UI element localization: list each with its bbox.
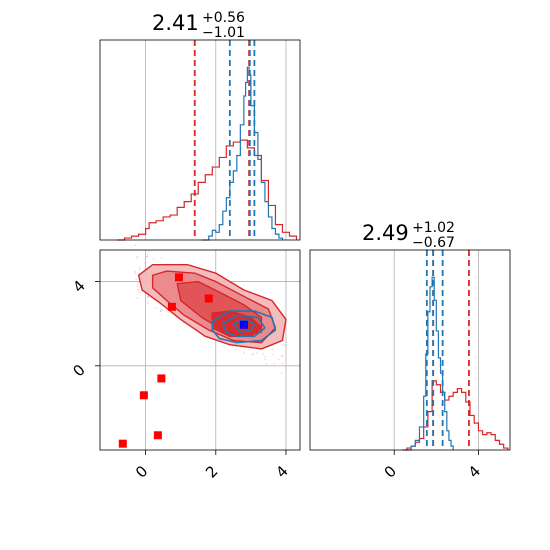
scatter-point [138, 267, 141, 269]
scatter-point [161, 308, 164, 311]
scatter-point [148, 250, 150, 253]
scatter-point [147, 300, 149, 303]
scatter-point [135, 256, 138, 259]
blue-square-marker [239, 320, 248, 329]
scatter-point [138, 291, 140, 293]
scatter-point [272, 353, 275, 356]
scatter-point [146, 296, 149, 298]
scatter-point [264, 358, 266, 361]
scatter-point [159, 310, 162, 313]
joint-panel-frame [99, 249, 301, 451]
scatter-point [146, 255, 149, 258]
param2-title-upper: +1.02 [412, 220, 455, 236]
scatter-point [147, 296, 150, 299]
scatter-point [280, 355, 283, 358]
hist-series-red [402, 380, 509, 451]
scatter-point [284, 343, 287, 346]
scatter-point [138, 269, 141, 271]
red-square-marker [174, 273, 183, 282]
x-tick-label: 0 [381, 462, 400, 481]
param2-hist-frame [309, 249, 511, 451]
param2-title-lower: −0.67 [412, 235, 455, 251]
y-tick-label: 0 [69, 361, 88, 380]
scatter-point [160, 310, 162, 313]
red-square-marker [118, 439, 127, 448]
scatter-point [146, 253, 149, 255]
blue-contour-level [211, 310, 277, 344]
red-square-marker [167, 302, 176, 311]
param1-title-lower: −1.01 [202, 25, 245, 41]
scatter-point [243, 352, 245, 354]
scatter-point [134, 272, 136, 275]
scatter-point [265, 363, 268, 365]
scatter-point [152, 257, 155, 260]
scatter-point [273, 362, 275, 365]
scatter-point [281, 355, 284, 357]
scatter-point [271, 348, 274, 351]
red-square-marker [204, 294, 213, 303]
param1-histogram-panel [99, 39, 301, 241]
x-tick-label: 2 [202, 462, 221, 481]
scatter-point [146, 255, 148, 258]
scatter-point [154, 307, 157, 310]
scatter-point [235, 348, 237, 351]
scatter-point [146, 302, 149, 305]
joint-contour-panel: 0 2 4 0 4 [69, 244, 301, 482]
scatter-point [143, 261, 146, 264]
hist-series-blue [201, 66, 284, 241]
scatter-point [280, 372, 283, 374]
scatter-point [136, 297, 139, 300]
scatter-point [262, 353, 265, 355]
scatter-point [282, 345, 285, 347]
scatter-point [137, 282, 139, 284]
scatter-point [135, 278, 137, 281]
scatter-point [281, 362, 284, 365]
y-tick-label: 4 [69, 277, 88, 296]
param1-title-upper: +0.56 [202, 10, 245, 26]
blue-contour-level [232, 318, 256, 333]
scatter-point [147, 295, 150, 297]
hist-series-blue [406, 276, 454, 451]
red-square-marker [157, 374, 166, 383]
scatter-point [134, 270, 136, 273]
param1-title: 2.41 [152, 11, 199, 35]
scatter-point [160, 308, 162, 311]
scatter-point [264, 356, 267, 358]
scatter-point [136, 285, 138, 287]
scatter-point [256, 352, 258, 354]
scatter-point [249, 348, 251, 351]
param1-hist-frame [99, 39, 301, 241]
scatter-point [277, 358, 280, 360]
x-tick-label: 0 [132, 462, 151, 481]
scatter-point [160, 257, 163, 259]
x-tick-label: 4 [272, 462, 291, 481]
red-square-marker [139, 391, 148, 400]
scatter-point [252, 353, 255, 355]
scatter-point [136, 255, 139, 258]
scatter-point [134, 244, 137, 246]
hist-series-red [117, 139, 298, 241]
scatter-point [251, 353, 253, 356]
scatter-point [137, 289, 139, 291]
blue-contour-level [222, 314, 266, 338]
red-square-marker [153, 431, 162, 440]
param2-title: 2.49 [362, 221, 409, 245]
x-tick-label: 4 [465, 462, 484, 481]
